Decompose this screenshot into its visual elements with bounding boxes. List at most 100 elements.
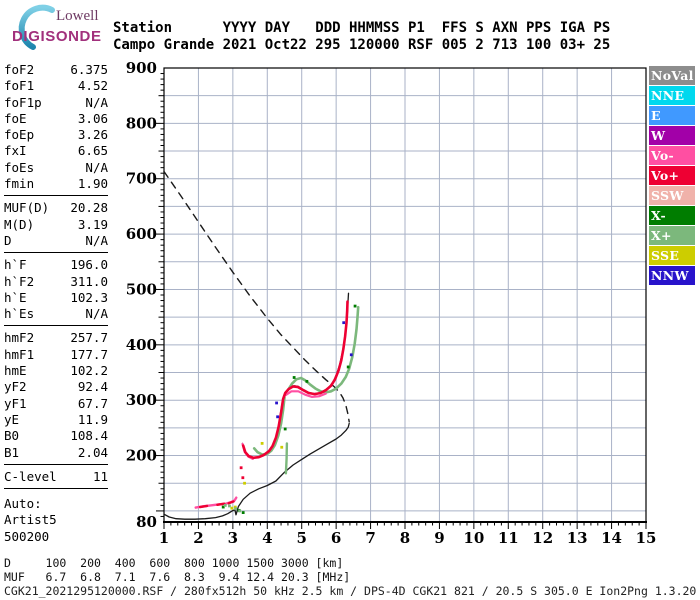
parameter-value: N/A (85, 232, 108, 248)
header-line2: Campo Grande 2021 Oct22 295 120000 RSF 0… (113, 37, 611, 53)
parameter-value: 311.0 (70, 273, 108, 289)
parameter-row: B0 108.4 (4, 428, 108, 444)
x-tick-label: 4 (262, 529, 272, 547)
parameter-value: 257.7 (70, 330, 108, 346)
x-tick-label: 2 (193, 529, 203, 547)
legend-item-x: X+ (649, 226, 695, 245)
parameter-row: M(D) 3.19 (4, 217, 108, 233)
series-x-trace-riser (284, 442, 289, 475)
parameter-row: foF2 6.375 (4, 62, 108, 78)
legend-label: X+ (651, 228, 672, 243)
legend-label: SSW (651, 188, 684, 203)
parameter-value: 92.4 (77, 379, 108, 395)
logo-digisonde-text: DIGISONDE (12, 28, 102, 45)
parameter-group: MUF(D) 20.28 M(D) 3.19 D N/A (4, 199, 108, 254)
y-tick-label: 300 (126, 391, 157, 409)
parameter-value: N/A (85, 306, 108, 322)
x-tick-label: 3 (228, 529, 238, 547)
parameter-value: 2.04 (77, 444, 108, 460)
parameter-label: foF1 (4, 78, 35, 94)
parameter-row: D N/A (4, 233, 108, 249)
parameter-group: foF2 6.375 foF1 4.52 foF1p N/A foE 3.06 foEp 3.26… (4, 61, 108, 197)
legend-item-sse: SSE (649, 246, 695, 265)
echo-direction-legend: NoVal NNE E W Vo- Vo+ SSW X- X+ SSE NNW (649, 66, 695, 286)
legend-item-vo: Vo+ (649, 166, 695, 185)
series-o-trace-echo (241, 300, 349, 460)
x-tick-label: 1 (159, 529, 169, 547)
x-tick-label: 6 (331, 529, 341, 547)
legend-label: W (651, 128, 666, 143)
legend-item-noval: NoVal (649, 66, 695, 85)
parameter-value: 177.7 (70, 346, 108, 362)
parameter-label: h`Es (4, 306, 35, 322)
x-tick-label: 9 (434, 529, 444, 547)
y-tick-label: 400 (126, 336, 157, 354)
x-axis-labels: 1 2 3 4 5 6 7 8 9 10 11 12 13 14 15 (159, 529, 657, 547)
parameter-row: foE 3.06 (4, 111, 108, 127)
legend-label: X- (651, 208, 667, 223)
parameter-label: hmE (4, 363, 27, 379)
parameter-value: 102.2 (70, 363, 108, 379)
parameter-label: foE (4, 110, 27, 126)
parameter-label: yF2 (4, 379, 27, 395)
legend-item-e: E (649, 106, 695, 125)
parameter-value: 4.52 (77, 78, 108, 94)
y-axis-labels: 900 800 700 600 500 400 300 200 80 (126, 59, 157, 531)
legend-label: NNW (651, 268, 689, 283)
series-muf-transmission-curve (163, 170, 350, 423)
parameter-label: C-level (4, 468, 57, 484)
series-e-trace-red-seg3 (227, 500, 235, 505)
series-o-trace-fit (241, 292, 350, 459)
parameter-label: hmF1 (4, 346, 35, 362)
parameter-panel: foF2 6.375 foF1 4.52 foF1p N/A foE 3.06 foEp 3.26… (4, 61, 108, 545)
parameter-row: hmF2 257.7 (4, 330, 108, 346)
parameter-value: 67.7 (77, 395, 108, 411)
legend-label: SSE (651, 248, 680, 263)
parameter-row: yF2 92.4 (4, 379, 108, 395)
dots-x-plus-e-dots (223, 503, 242, 513)
parameter-label: foF2 (4, 62, 35, 77)
status-line: CGK21_2021295120000.RSF / 280fx512h 50 k… (4, 584, 697, 598)
legend-label: NoVal (651, 68, 694, 83)
parameter-label: B1 (4, 444, 20, 460)
series-electron-density-profile (163, 422, 350, 520)
muf-distance-row: D 100 200 400 600 800 1000 1500 3000 [km… (4, 556, 344, 570)
parameter-label: foF1p (4, 94, 42, 110)
legend-item-w: W (649, 126, 695, 145)
parameter-value: 3.06 (77, 110, 108, 126)
dots-nnw-blue-dots (275, 321, 353, 419)
legend-item-nne: NNE (649, 86, 695, 105)
parameter-row: foEp 3.26 (4, 127, 108, 143)
parameter-label: D (4, 232, 12, 248)
x-tick-label: 14 (601, 529, 622, 547)
parameter-row: yF1 67.7 (4, 396, 108, 412)
x-tick-label: 7 (365, 529, 375, 547)
series-x-trace-lower (252, 396, 286, 456)
parameter-row: h`Es N/A (4, 306, 108, 322)
series-x-trace-upper (286, 305, 360, 394)
y-tick-label: 500 (126, 280, 157, 298)
parameter-value: 3.26 (77, 127, 108, 143)
parameter-value: 6.375 (70, 62, 108, 77)
parameter-row: B1 2.04 (4, 445, 108, 461)
parameter-row: MUF(D) 20.28 (4, 200, 108, 216)
parameter-value: 6.65 (77, 143, 108, 159)
parameter-value: 1.90 (77, 176, 108, 192)
parameter-row: h`F2 311.0 (4, 274, 108, 290)
parameter-row: fxI 6.65 (4, 143, 108, 159)
x-tick-label: 10 (463, 529, 484, 547)
lowell-digisonde-logo: Lowell DIGISONDE (6, 2, 118, 52)
autoscaling-info-line: 500200 (4, 528, 50, 544)
dots-red-dots (239, 466, 245, 480)
parameter-value: 20.28 (70, 200, 108, 216)
parameter-group: C-level 11 (4, 468, 108, 490)
autoscaling-info-line: Auto: (4, 496, 42, 512)
legend-item-vo: Vo- (649, 146, 695, 165)
parameter-label: foEp (4, 127, 35, 143)
x-tick-label: 11 (498, 529, 519, 547)
logo-arc-icon (18, 4, 55, 50)
legend-item-ssw: SSW (649, 186, 695, 205)
x-tick-label: 15 (636, 529, 657, 547)
